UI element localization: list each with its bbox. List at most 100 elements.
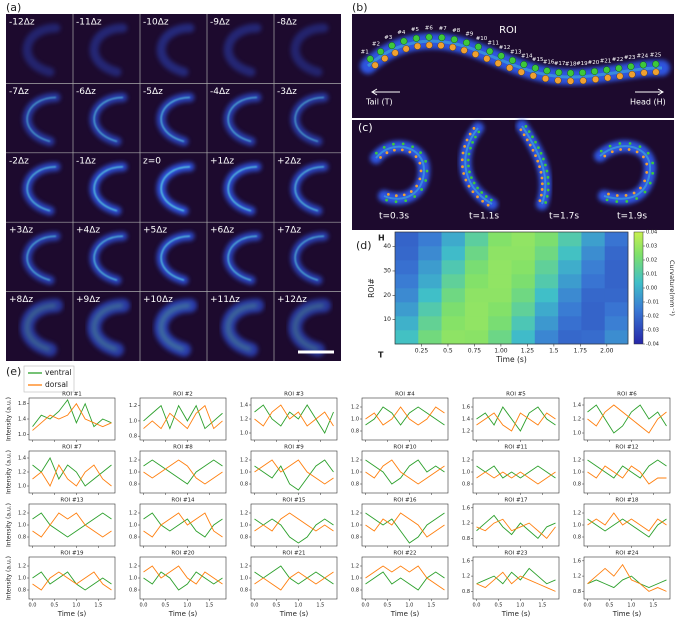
roi-label: #2	[372, 41, 380, 47]
heatmap-cell	[488, 246, 512, 261]
heatmap-cell	[534, 274, 559, 289]
heatmap-cell	[441, 288, 466, 303]
series-line	[476, 471, 556, 485]
series-line	[587, 575, 667, 589]
y-tick-label: 1.6	[573, 558, 581, 564]
y-tick-label: 1.0	[573, 470, 581, 476]
heatmap-cell	[395, 288, 419, 303]
roi-ventral	[486, 47, 494, 55]
heatmap-cell	[581, 330, 605, 345]
roi-ventral	[425, 169, 429, 173]
heatmap-cell	[511, 274, 536, 289]
y-tick-label: 1.0	[240, 431, 248, 437]
slice-label: +3Δz	[9, 226, 33, 236]
y-tick-label: 1.2	[462, 521, 470, 527]
roi-ventral	[643, 190, 647, 194]
roi-ventral	[638, 145, 642, 149]
colorbar-tick-label: -0.01	[646, 300, 659, 306]
specimen-edge	[227, 166, 258, 212]
heatmap-cell	[558, 316, 582, 331]
chart-title: ROI #9	[284, 445, 304, 451]
heatmap-cell	[604, 302, 629, 317]
series-line	[32, 457, 112, 487]
chart-title: ROI #2	[173, 392, 193, 398]
colorbar-tick-label: 0.04	[646, 230, 657, 236]
y-tick-label: 40	[383, 243, 391, 250]
roi-dorsal	[528, 143, 532, 147]
specimen-edge	[294, 166, 325, 212]
roi-ventral	[527, 130, 531, 133]
roi-dorsal	[464, 178, 468, 182]
slice-label: -7Δz	[9, 87, 29, 97]
roi-label: #21	[600, 58, 612, 64]
x-tick-label: 0.0	[251, 603, 259, 609]
roi-label: #20	[588, 60, 600, 66]
roi-dorsal	[494, 59, 502, 67]
y-tick-label: 0.8	[240, 535, 248, 541]
worm-body	[464, 127, 493, 205]
heatmap-cell	[511, 316, 536, 331]
series-line	[365, 406, 445, 426]
y-tick-label: 1.2	[129, 403, 137, 409]
y-tick-label: 1.2	[240, 417, 248, 423]
roi-ventral	[648, 181, 652, 185]
x-tick-label: 1.5	[427, 603, 435, 609]
y-tick-label: 1.2	[129, 511, 137, 517]
roi-dorsal	[536, 159, 540, 163]
plot-frame	[139, 450, 227, 494]
roi-dorsal	[476, 195, 479, 199]
worm-body	[599, 145, 652, 200]
roi-dorsal	[540, 182, 544, 186]
heatmap-cell	[418, 274, 442, 289]
y-tick-label: 0.8	[351, 482, 359, 488]
heatmap-cell	[464, 288, 489, 303]
roi-ventral	[646, 151, 650, 155]
series-line	[32, 571, 112, 591]
tail-arrow	[371, 88, 400, 96]
heatmap-cell	[464, 246, 489, 261]
roi-dorsal	[627, 148, 631, 151]
roi-ventral	[627, 62, 635, 71]
roi-dorsal	[465, 138, 469, 142]
series-line	[587, 563, 667, 592]
roi-ventral	[463, 39, 471, 47]
roi-ventral	[625, 199, 629, 203]
roi-ventral	[545, 169, 549, 173]
heatmap-cell	[604, 316, 629, 331]
series-line	[365, 571, 445, 591]
heatmap-cell	[418, 246, 442, 261]
y-tick-label: 1.0	[240, 576, 248, 582]
heatmap-cell	[418, 330, 442, 345]
specimen-edge	[26, 166, 57, 212]
plot-frame	[250, 556, 338, 600]
slice-label: -6Δz	[76, 87, 96, 97]
heatmap-cell	[441, 232, 466, 247]
heatmap-cell	[488, 302, 512, 317]
chart-title: ROI #22	[393, 551, 416, 557]
series-line	[143, 571, 223, 591]
roi-dorsal	[632, 191, 636, 195]
x-tick-label: 1.0	[405, 603, 413, 609]
y-tick-label: 1.2	[240, 511, 248, 517]
series-line	[587, 465, 667, 485]
heatmap-cell	[534, 288, 559, 303]
tail-marker: T	[378, 351, 384, 360]
roi-ventral	[467, 164, 470, 168]
y-tick-label: 1.2	[462, 574, 470, 580]
specimen-edge	[294, 96, 325, 143]
heatmap-cell	[558, 260, 582, 275]
roi-ventral	[468, 170, 471, 174]
heatmap-cell	[581, 260, 605, 275]
roi-ventral	[546, 182, 550, 186]
heatmap-cell	[441, 246, 466, 261]
roi-label: #5	[411, 27, 420, 33]
roi-ventral	[579, 69, 587, 77]
roi-ventral	[425, 33, 433, 41]
x-tick-label: 1.25	[521, 348, 535, 355]
series-line	[254, 459, 334, 491]
roi-label: #11	[487, 40, 499, 46]
y-tick-label: 1.0	[240, 523, 248, 529]
y-tick-label: 1.2	[18, 511, 26, 517]
chart-title: ROI #16	[393, 498, 417, 504]
y-tick-label: 0.8	[129, 535, 137, 541]
